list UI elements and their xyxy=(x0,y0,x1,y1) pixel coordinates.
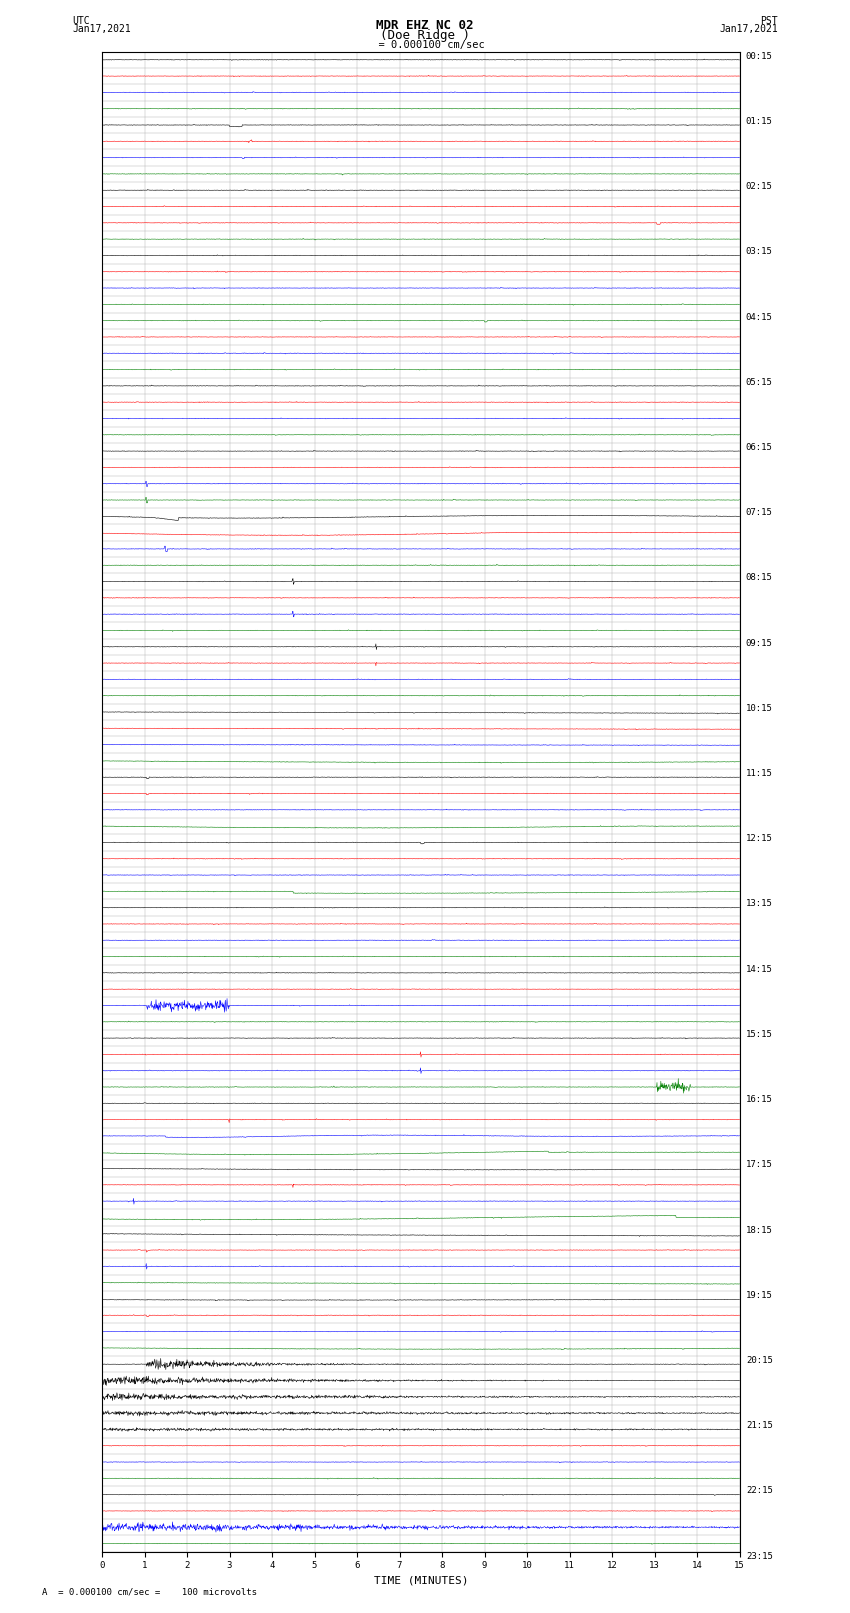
Text: 18:15: 18:15 xyxy=(746,1226,773,1234)
Text: 09:15: 09:15 xyxy=(746,639,773,647)
Text: 15:15: 15:15 xyxy=(746,1031,773,1039)
Text: Jan17,2021: Jan17,2021 xyxy=(72,24,131,34)
Text: 14:15: 14:15 xyxy=(746,965,773,974)
Text: 20:15: 20:15 xyxy=(746,1357,773,1365)
Text: 13:15: 13:15 xyxy=(746,900,773,908)
Text: 16:15: 16:15 xyxy=(746,1095,773,1105)
Text: 22:15: 22:15 xyxy=(746,1487,773,1495)
Text: 05:15: 05:15 xyxy=(746,377,773,387)
Text: 10:15: 10:15 xyxy=(746,703,773,713)
Text: PST: PST xyxy=(760,16,778,26)
Text: 07:15: 07:15 xyxy=(746,508,773,518)
Text: 19:15: 19:15 xyxy=(746,1290,773,1300)
Text: 06:15: 06:15 xyxy=(746,444,773,452)
Text: 03:15: 03:15 xyxy=(746,247,773,256)
Text: = 0.000100 cm/sec: = 0.000100 cm/sec xyxy=(366,40,484,50)
Text: (Doe Ridge ): (Doe Ridge ) xyxy=(380,29,470,42)
X-axis label: TIME (MINUTES): TIME (MINUTES) xyxy=(373,1576,468,1586)
Text: 02:15: 02:15 xyxy=(746,182,773,190)
Text: 11:15: 11:15 xyxy=(746,769,773,777)
Text: 04:15: 04:15 xyxy=(746,313,773,321)
Text: A  = 0.000100 cm/sec =    100 microvolts: A = 0.000100 cm/sec = 100 microvolts xyxy=(42,1587,258,1597)
Text: UTC: UTC xyxy=(72,16,90,26)
Text: 12:15: 12:15 xyxy=(746,834,773,844)
Text: 17:15: 17:15 xyxy=(746,1160,773,1169)
Text: 08:15: 08:15 xyxy=(746,573,773,582)
Text: 00:15: 00:15 xyxy=(746,52,773,61)
Text: 21:15: 21:15 xyxy=(746,1421,773,1431)
Text: Jan17,2021: Jan17,2021 xyxy=(719,24,778,34)
Text: MDR EHZ NC 02: MDR EHZ NC 02 xyxy=(377,19,473,32)
Text: 23:15: 23:15 xyxy=(746,1552,773,1561)
Text: 01:15: 01:15 xyxy=(746,116,773,126)
